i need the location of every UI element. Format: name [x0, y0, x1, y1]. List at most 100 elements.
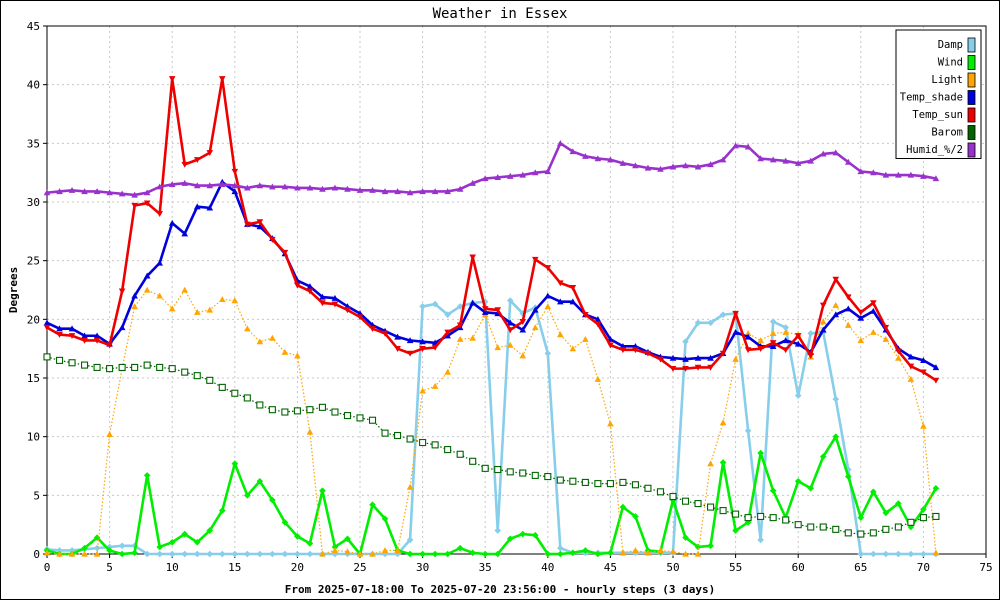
data-point — [218, 383, 226, 391]
x-axis-label: From 2025-07-18:00 To 2025-07-20 23:56:0… — [285, 583, 715, 596]
data-point — [118, 324, 126, 331]
legend-label: Temp_shade — [900, 92, 963, 104]
data-point — [769, 156, 777, 163]
data-point — [431, 382, 439, 389]
data-point — [794, 392, 802, 399]
series-line — [46, 299, 936, 556]
data-point — [68, 359, 76, 367]
data-point — [406, 337, 414, 344]
data-point — [907, 518, 915, 526]
data-point — [206, 182, 214, 189]
data-point — [306, 406, 314, 414]
data-point — [481, 298, 489, 306]
data-point — [381, 515, 389, 523]
data-point — [193, 372, 201, 380]
data-point — [131, 549, 138, 557]
data-point — [306, 288, 314, 295]
data-point — [681, 497, 690, 505]
data-point — [544, 265, 552, 272]
x-tick-label: 25 — [353, 561, 366, 574]
data-point — [56, 550, 63, 557]
data-point — [719, 350, 727, 357]
data-point — [244, 221, 251, 228]
data-point — [381, 550, 389, 558]
data-point — [494, 527, 502, 534]
data-point — [381, 547, 389, 554]
data-point — [143, 472, 151, 479]
data-point — [168, 181, 176, 188]
data-point — [269, 550, 276, 558]
data-point — [694, 163, 702, 170]
legend-swatch — [967, 37, 976, 53]
data-point — [43, 189, 51, 196]
data-point — [544, 292, 552, 299]
data-point — [368, 416, 377, 424]
data-point — [857, 530, 865, 538]
data-point — [81, 188, 88, 195]
data-point — [406, 350, 414, 357]
data-point — [607, 420, 614, 427]
data-point — [156, 363, 164, 371]
data-point — [895, 171, 902, 178]
data-point — [506, 319, 514, 326]
data-point — [782, 324, 789, 331]
data-point — [544, 350, 552, 357]
data-point — [369, 501, 376, 509]
x-tick-label: 5 — [106, 561, 113, 574]
data-point — [895, 348, 902, 355]
data-point — [782, 347, 789, 354]
data-point — [93, 550, 101, 557]
data-point — [682, 365, 689, 372]
data-point — [93, 534, 101, 541]
data-point — [569, 477, 577, 485]
data-point — [218, 296, 226, 303]
data-point — [231, 460, 239, 467]
data-point — [707, 319, 714, 327]
data-point — [794, 340, 802, 347]
data-point — [732, 510, 740, 518]
data-point — [444, 368, 451, 375]
data-point — [106, 365, 114, 373]
data-point — [481, 464, 489, 472]
data-point — [895, 550, 902, 558]
data-point — [406, 435, 414, 443]
data-point — [857, 168, 865, 175]
data-point — [419, 438, 427, 447]
data-point — [557, 544, 564, 552]
data-point — [557, 298, 564, 305]
data-point — [331, 294, 339, 301]
data-point — [932, 364, 940, 371]
data-point — [632, 347, 639, 354]
data-point — [93, 332, 101, 339]
data-point — [168, 365, 176, 373]
data-point — [619, 478, 627, 486]
legend-label: Humid_%/2 — [906, 144, 963, 156]
data-point — [168, 76, 176, 83]
data-point — [356, 414, 364, 422]
data-point — [907, 171, 915, 178]
data-point — [344, 548, 351, 555]
data-point — [807, 353, 815, 360]
data-point — [732, 527, 739, 534]
data-point — [356, 186, 364, 193]
legend: Damp Wind Light Temp_shade Temp_sun Barom Humi… — [895, 29, 982, 159]
data-point — [143, 361, 151, 369]
data-point — [844, 294, 852, 301]
data-point — [319, 300, 326, 307]
data-point — [682, 355, 689, 362]
legend-swatch — [967, 107, 976, 123]
data-point — [231, 297, 239, 304]
axes: 0 5 10 15 20 25 30 35 40 45 50 55 60 65 70 75 0 5 10 15 20 25… — [27, 20, 993, 574]
data-point — [93, 363, 101, 371]
data-point — [769, 318, 777, 325]
data-point — [331, 301, 339, 308]
data-point — [557, 331, 564, 338]
data-point — [807, 484, 815, 492]
data-point — [256, 550, 264, 558]
legend-label: Wind — [938, 57, 963, 69]
series-wind — [43, 433, 940, 558]
data-point — [506, 535, 514, 543]
data-point — [68, 333, 76, 340]
data-point — [469, 299, 476, 306]
data-point — [456, 335, 464, 342]
